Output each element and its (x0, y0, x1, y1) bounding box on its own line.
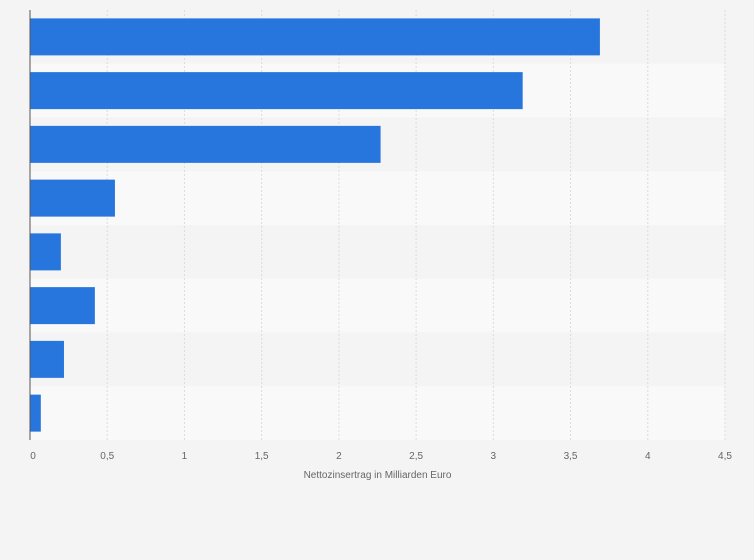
bar (30, 287, 95, 325)
x-axis-title: Nettozinsertrag in Milliarden Euro (304, 470, 452, 481)
x-tick-label: 2 (336, 451, 342, 462)
x-tick-label: 0 (30, 451, 36, 462)
row-band (30, 386, 725, 440)
x-tick-label: 4,5 (718, 451, 732, 462)
bar (30, 233, 61, 271)
row-bands (30, 10, 725, 440)
row-band (30, 332, 725, 387)
x-tick-label: 3,5 (564, 451, 578, 462)
x-tick-label: 4 (645, 451, 651, 462)
bars (30, 18, 600, 432)
x-tick-label: 3 (491, 451, 497, 462)
x-tick-label: 0,5 (100, 451, 114, 462)
x-tick-label: 1,5 (255, 451, 269, 462)
x-tick-labels: 0 0,5 1 1,5 2 2,5 3 3,5 4 4,5 (30, 451, 732, 462)
bar (30, 125, 381, 163)
row-band (30, 278, 725, 333)
bar (30, 179, 115, 217)
x-tick-label: 2,5 (409, 451, 423, 462)
bar (30, 340, 64, 378)
row-band (30, 225, 725, 279)
bar (30, 72, 523, 110)
bar (30, 394, 41, 432)
x-tick-label: 1 (182, 451, 188, 462)
bar (30, 18, 600, 56)
row-band (30, 171, 725, 225)
